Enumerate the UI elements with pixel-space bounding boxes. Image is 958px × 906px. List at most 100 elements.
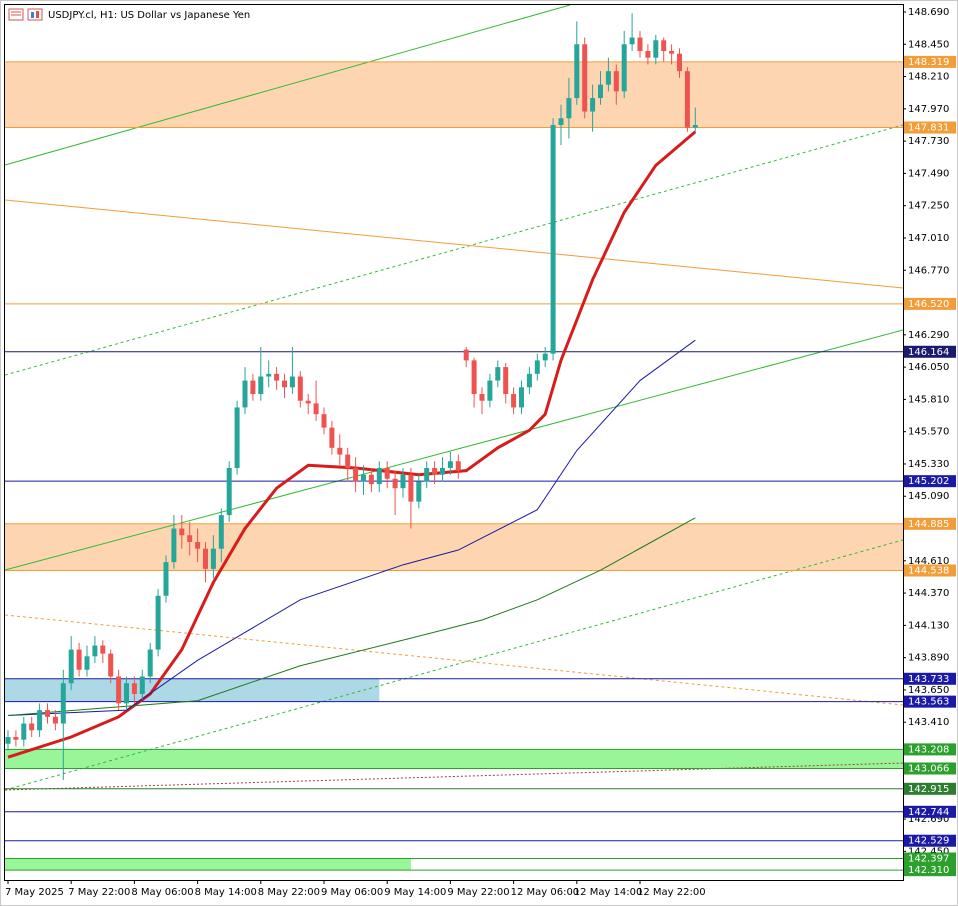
candle-body [629, 37, 635, 45]
candle-body [226, 467, 232, 516]
y-tick-label: 143.890 [908, 653, 949, 664]
candle-body [534, 360, 540, 374]
y-tick-label: 147.250 [908, 201, 949, 212]
candle-body [376, 467, 382, 485]
y-tick-label: 147.730 [908, 136, 949, 147]
y-tick-label: 145.810 [908, 394, 949, 405]
level-label-box [904, 672, 956, 685]
candle-body [574, 44, 580, 99]
candle-body [297, 376, 303, 401]
x-tick-label: 8 May 06:00 [131, 887, 193, 898]
candle-body [511, 394, 517, 408]
candle-body [124, 683, 129, 704]
candle-body [503, 367, 509, 395]
zone [5, 678, 380, 702]
candle-body [550, 124, 556, 354]
candle-body [495, 367, 501, 381]
candle-body [250, 380, 256, 395]
level-label: 145.202 [908, 476, 949, 487]
y-tick-label: 148.450 [908, 39, 949, 50]
candle-body [384, 467, 390, 479]
candle-body [329, 427, 335, 448]
candle-body [13, 737, 19, 740]
level-label: 142.744 [908, 807, 949, 818]
candle-body [258, 376, 264, 395]
candle-body [45, 710, 50, 717]
candle-body [487, 380, 493, 401]
y-tick-label: 142.450 [908, 846, 949, 857]
moving-average [7, 339, 696, 716]
candle-body [116, 676, 122, 704]
candle-body [526, 373, 532, 388]
level-label: 143.733 [908, 674, 949, 685]
trendline [4, 329, 904, 571]
icon [36, 11, 39, 18]
level-label: 142.310 [908, 865, 949, 876]
trendline [4, 614, 904, 706]
candle-body [179, 528, 185, 536]
level-label: 147.831 [908, 123, 949, 134]
y-tick-label: 146.050 [908, 362, 949, 373]
candle-body [131, 683, 137, 694]
candle-body [463, 349, 469, 361]
y-tick-label: 147.970 [908, 104, 949, 115]
candle-body [613, 71, 619, 92]
candle-body [274, 373, 280, 381]
candle-body [321, 414, 327, 428]
x-tick-label: 12 May 06:00 [511, 887, 580, 898]
candle-body [100, 645, 106, 654]
candle-body [266, 373, 272, 377]
level-label-box [904, 345, 956, 358]
x-tick-label: 9 May 06:00 [321, 887, 383, 898]
candle-body [92, 645, 98, 657]
trendlines [4, 4, 904, 791]
candle-body [29, 723, 35, 731]
candle-body [558, 118, 564, 125]
candle-body [155, 595, 161, 650]
candle-body [645, 51, 651, 58]
title-icons [8, 8, 43, 21]
icon [27, 8, 43, 21]
trendline [4, 4, 571, 166]
candle-body [392, 478, 398, 489]
candle-body [171, 528, 177, 563]
level-label: 144.538 [908, 565, 949, 576]
candle-body [582, 44, 588, 112]
level-label-box [904, 805, 956, 818]
level-label: 143.563 [908, 697, 949, 708]
candle-body [242, 380, 248, 408]
axis: 148.690 148.450 148.210 147.970 147.730 147.4… [5, 7, 956, 898]
trendline [4, 762, 904, 791]
candle-body [361, 474, 366, 482]
candle-body [566, 98, 572, 119]
level-label-box [904, 475, 956, 488]
zone [5, 523, 903, 571]
candle-body [637, 37, 643, 52]
candle-body [519, 387, 524, 408]
trendline [4, 124, 904, 376]
y-tick-label: 145.090 [908, 491, 949, 502]
x-tick-label: 9 May 22:00 [447, 887, 509, 898]
candle-body [195, 541, 201, 549]
level-label-box [904, 852, 956, 865]
x-tick-label: 7 May 2025 [5, 887, 64, 898]
level-label: 143.066 [908, 763, 949, 774]
candle-body [432, 467, 438, 475]
y-tick-label: 146.290 [908, 330, 949, 341]
candle-body [68, 649, 74, 684]
y-tick-label: 144.370 [908, 588, 949, 599]
candle-body [368, 474, 374, 485]
trendline [4, 199, 904, 289]
y-tick-label: 147.490 [908, 168, 949, 179]
candle-body [479, 394, 485, 401]
level-label: 142.529 [908, 836, 949, 847]
level-label-box [904, 834, 956, 847]
candle-body [416, 481, 422, 502]
x-tick-label: 12 May 22:00 [637, 887, 706, 898]
y-tick-label: 148.690 [908, 7, 949, 18]
candle-body [163, 562, 169, 596]
zone [5, 61, 903, 128]
level-label-box [904, 55, 956, 68]
